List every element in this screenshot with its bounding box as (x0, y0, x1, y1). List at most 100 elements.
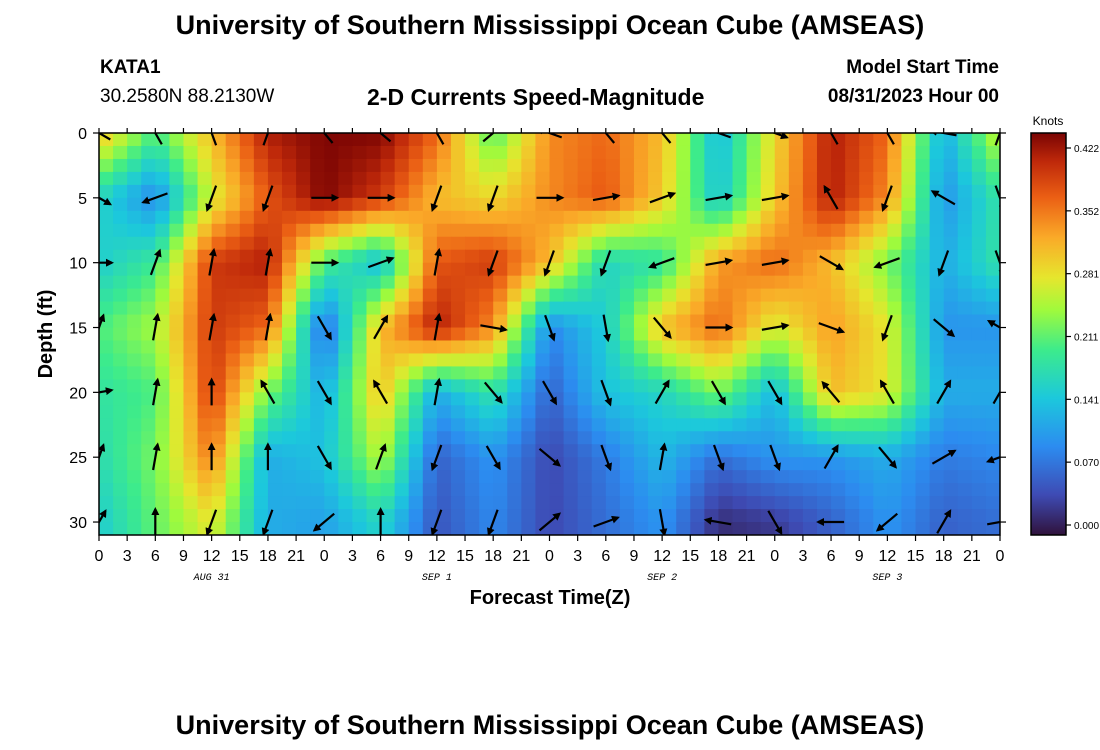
heatmap-cell (169, 340, 185, 355)
heatmap-cell (394, 418, 410, 432)
heatmap-cell (859, 392, 874, 406)
heatmap-cell (253, 496, 269, 510)
heatmap-cell (563, 249, 579, 264)
heatmap-cell (732, 262, 748, 277)
x-tick-label: 9 (179, 548, 188, 565)
heatmap-cell (352, 340, 368, 355)
heatmap-cell (422, 392, 438, 406)
heatmap-cell (760, 314, 776, 329)
heatmap-cell (802, 171, 818, 186)
heatmap-cell (408, 340, 424, 355)
heatmap-cell (225, 249, 241, 264)
heatmap-cell (971, 431, 987, 445)
heatmap-cell (704, 223, 720, 238)
heatmap-cell (802, 405, 818, 419)
heatmap-cell (859, 405, 874, 419)
heatmap-cell (99, 522, 114, 535)
heatmap-cell (943, 288, 959, 303)
heatmap-cell (929, 171, 945, 186)
x-tick-label: 18 (484, 548, 502, 565)
heatmap-cell (732, 483, 748, 497)
heatmap-cell (436, 340, 452, 355)
heatmap-cell (901, 184, 917, 199)
heatmap-cell (113, 158, 128, 173)
heatmap-cell (690, 133, 705, 147)
current-arrow (430, 185, 443, 212)
heatmap-cell (324, 418, 339, 432)
heatmap-cell (549, 301, 565, 316)
current-arrow (152, 312, 161, 341)
heatmap-cell (507, 288, 522, 303)
heatmap-cell (239, 236, 255, 251)
heatmap-cell (225, 171, 241, 186)
heatmap-cell (366, 418, 382, 432)
current-arrow (761, 322, 790, 331)
heatmap-cell (436, 405, 452, 419)
heatmap-cell (239, 184, 255, 199)
heatmap-cell (141, 171, 156, 186)
heatmap-cell (605, 301, 621, 316)
current-arrow (767, 510, 783, 535)
heatmap-cell (338, 418, 354, 432)
heatmap-cell (887, 405, 903, 419)
heatmap-cell (859, 223, 874, 238)
heatmap-cell (549, 496, 565, 510)
heatmap-cell (704, 133, 720, 147)
heatmap-cell (127, 223, 142, 238)
heatmap-cell (394, 522, 410, 535)
heatmap-cell (605, 366, 621, 380)
heatmap-cell (169, 353, 185, 368)
current-arrow (994, 250, 1000, 277)
heatmap-cell (422, 288, 438, 303)
heatmap-cell (563, 496, 579, 510)
heatmap-cell (732, 418, 748, 432)
heatmap-cell (760, 327, 776, 342)
heatmap-cell (267, 327, 283, 342)
heatmap-cell (197, 444, 213, 458)
heatmap-cell (929, 340, 945, 355)
heatmap-cell (225, 145, 241, 160)
current-arrow (592, 192, 621, 202)
heatmap-cell (324, 431, 339, 445)
heatmap-cell (535, 379, 551, 393)
heatmap-cell (155, 210, 170, 225)
heatmap-cell (380, 418, 396, 432)
date-labels: AUG 31 SEP 1 SEP 2 SEP 3 (193, 573, 903, 584)
heatmap-cell (352, 483, 368, 497)
current-arrow (316, 445, 332, 471)
heatmap-cell (310, 249, 325, 264)
heatmap-cell (662, 145, 677, 160)
heatmap-cell (788, 457, 804, 471)
current-arrow (322, 133, 334, 144)
heatmap-cell (141, 379, 156, 393)
heatmap-cell (141, 327, 156, 342)
heatmap-cell (957, 314, 973, 329)
heatmap-cell (127, 275, 142, 290)
heatmap-cell (619, 145, 635, 160)
heatmap-cell (225, 288, 241, 303)
current-arrow (604, 133, 616, 144)
heatmap-cell (915, 197, 931, 212)
heatmap-cell (915, 314, 931, 329)
heatmap-cell (352, 444, 368, 458)
heatmap-cell (394, 210, 410, 225)
heatmap-cell (127, 457, 142, 471)
heatmap-cell (563, 366, 579, 380)
x-tick-label: 3 (798, 548, 807, 565)
heatmap-cell (422, 145, 438, 160)
heatmap-cell (282, 405, 297, 419)
heatmap-cell (619, 431, 635, 445)
heatmap-cell (324, 158, 339, 173)
heatmap-cell (465, 457, 480, 471)
heatmap-cell (985, 392, 1000, 406)
heatmap-cell (873, 405, 888, 419)
heatmap-cell (183, 262, 199, 277)
heatmap-cell (366, 314, 382, 329)
heatmap-cell (155, 496, 170, 510)
heatmap-cell (619, 210, 635, 225)
heatmap-cell (338, 470, 354, 484)
x-tick-label: 3 (348, 548, 357, 565)
heatmap-cell (591, 483, 607, 497)
heatmap-cell (113, 405, 128, 419)
heatmap-cell (465, 509, 480, 523)
